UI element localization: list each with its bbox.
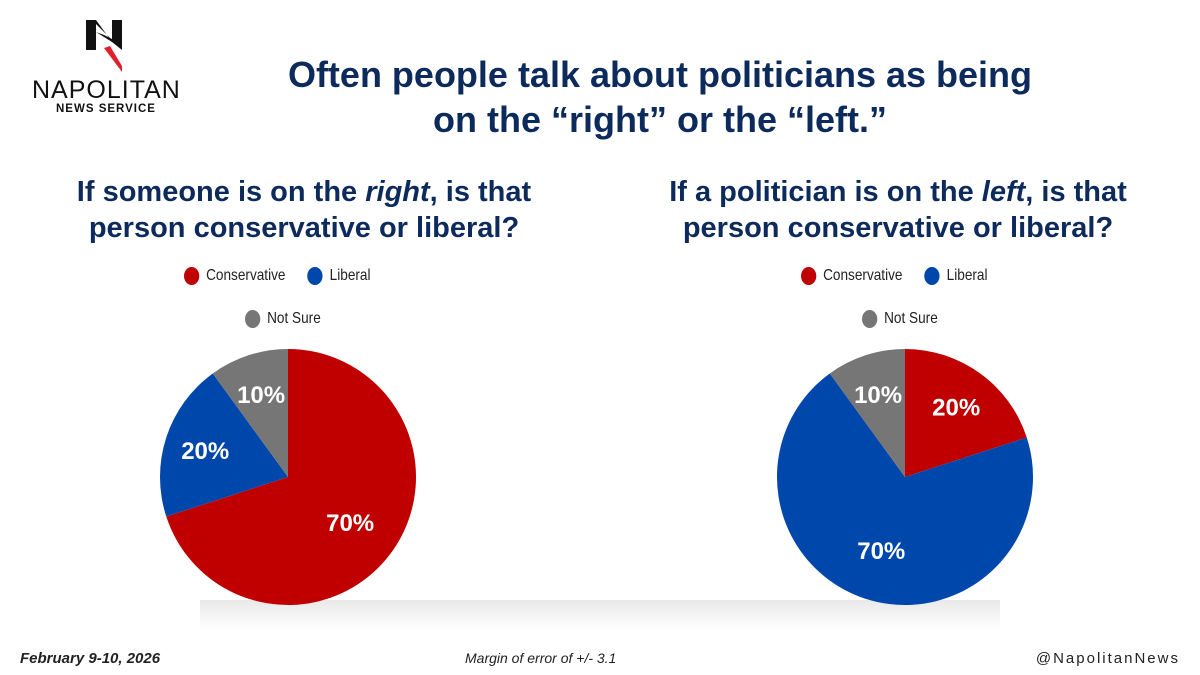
brand-name: NAPOLITAN <box>32 76 181 104</box>
question-left: If someone is on the right, is that pers… <box>24 174 584 246</box>
q-line-2: person conservative or liberal? <box>682 212 1114 244</box>
pie-data-label: 20% <box>932 395 980 422</box>
q-emphasis: right <box>365 176 430 208</box>
legend-label: Conservative <box>823 267 903 284</box>
pie-slice-conservative <box>166 349 416 605</box>
shadow <box>200 600 1000 630</box>
pie-data-label: 70% <box>857 538 905 565</box>
pie-slice-liberal <box>160 373 288 517</box>
legend-label: Liberal <box>946 267 988 284</box>
q-emphasis: left <box>981 176 1026 208</box>
brand-subtitle: NEWS SERVICE <box>56 103 156 115</box>
legend-dot-conservative <box>184 267 200 285</box>
legend-dot-liberal <box>307 267 323 285</box>
legend-right-row1: Conservative Liberal <box>801 267 987 285</box>
legend-dot-not-sure <box>862 310 878 328</box>
legend-dot-not-sure <box>245 310 261 328</box>
legend-label: Conservative <box>206 267 286 284</box>
pie-data-label: 10% <box>237 382 285 409</box>
q-text: If a politician is on the <box>669 176 982 208</box>
legend-right-row2: Not Sure <box>862 310 938 328</box>
legend-label: Not Sure <box>267 310 321 327</box>
pie-slice-not-sure <box>829 349 905 477</box>
title-line-1: Often people talk about politicians as b… <box>287 54 1033 95</box>
pie-slice-not-sure <box>212 349 288 477</box>
legend-left-row2: Not Sure <box>245 310 321 328</box>
title-line-2: on the “right” or the “left.” <box>433 99 887 140</box>
legend-label: Not Sure <box>884 310 938 327</box>
pie-data-label: 70% <box>326 510 374 537</box>
question-right: If a politician is on the left, is that … <box>618 174 1178 246</box>
pie-chart-right-question: 70% 20% 10% <box>160 349 416 605</box>
q-text: If someone is on the <box>76 176 366 208</box>
legend-label: Liberal <box>329 267 371 284</box>
legend-dot-conservative <box>801 267 817 285</box>
social-handle: @NapolitanNews <box>1035 650 1180 667</box>
q-line-2: person conservative or liberal? <box>88 212 520 244</box>
q-text: , is that <box>429 176 532 208</box>
pie-data-label: 10% <box>854 382 902 409</box>
logo-icon <box>86 20 126 77</box>
pie-data-label: 20% <box>181 438 229 465</box>
page-title: Often people talk about politicians as b… <box>200 52 1120 142</box>
survey-date: February 9-10, 2026 <box>20 650 161 667</box>
legend-dot-liberal <box>924 267 940 285</box>
q-text: , is that <box>1025 176 1127 208</box>
margin-of-error: Margin of error of +/- 3.1 <box>465 650 617 666</box>
pie-slice-conservative <box>905 349 1027 477</box>
pie-slice-liberal <box>777 373 1033 605</box>
legend-left-row1: Conservative Liberal <box>184 267 370 285</box>
pie-chart-left-question: 20% 70% 10% <box>777 349 1033 605</box>
